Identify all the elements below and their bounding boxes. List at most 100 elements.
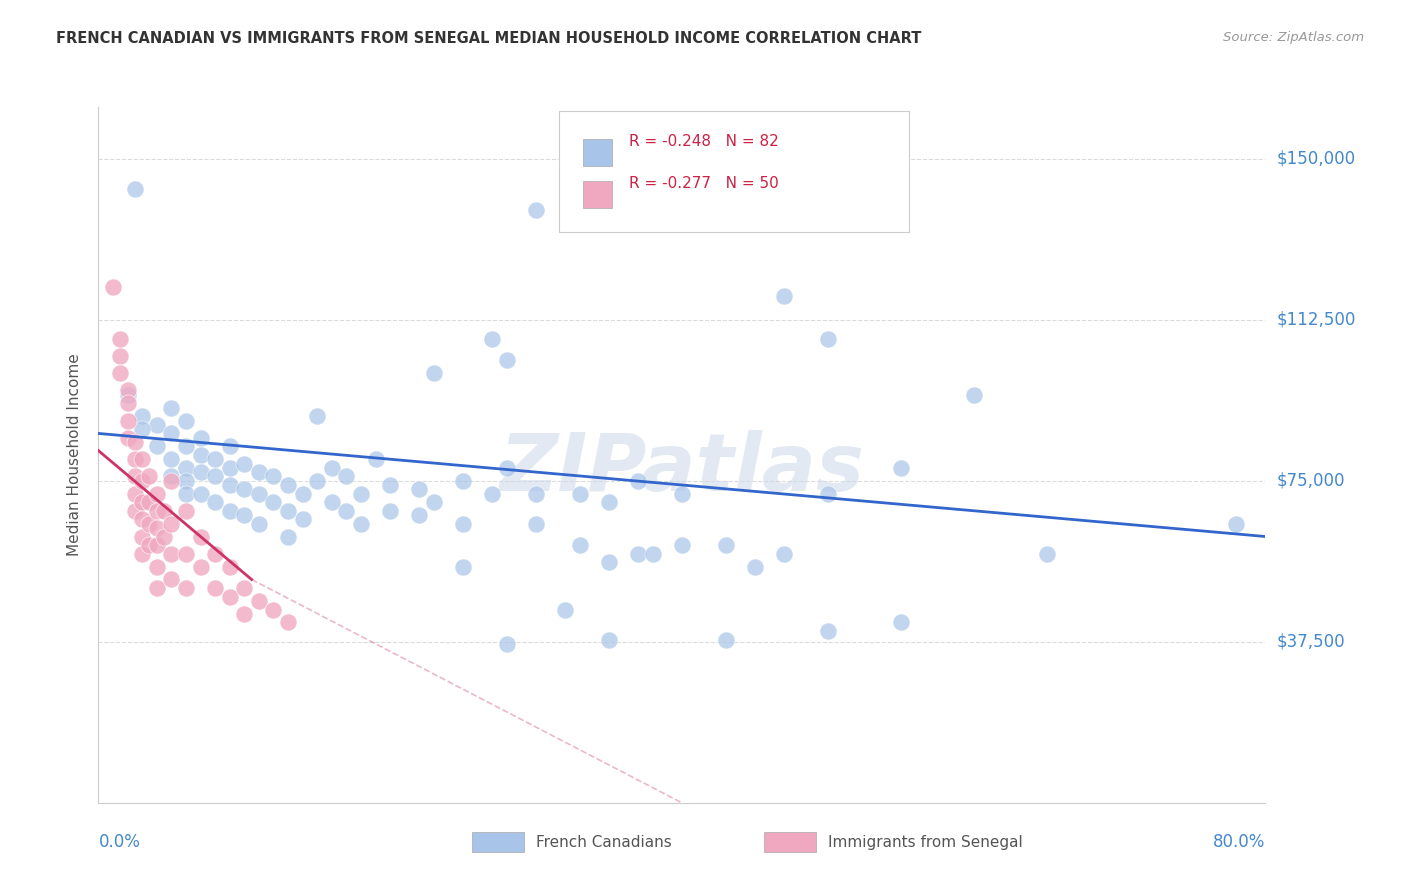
Point xyxy=(204,547,226,561)
Text: 80.0%: 80.0% xyxy=(1213,833,1265,851)
Point xyxy=(408,483,430,497)
Point xyxy=(110,332,132,346)
Point xyxy=(131,452,153,467)
Text: 0.0%: 0.0% xyxy=(98,833,141,851)
Point xyxy=(160,469,183,483)
Point xyxy=(218,590,240,604)
Point xyxy=(321,495,343,509)
Point xyxy=(124,486,146,500)
Point xyxy=(160,547,183,561)
Text: Source: ZipAtlas.com: Source: ZipAtlas.com xyxy=(1223,31,1364,45)
Point xyxy=(131,409,153,424)
Point xyxy=(350,516,373,531)
Point xyxy=(218,439,240,453)
Point xyxy=(568,486,591,500)
Point xyxy=(378,478,402,492)
Y-axis label: Median Household Income: Median Household Income xyxy=(67,353,83,557)
Point xyxy=(495,637,517,651)
Text: R = -0.248   N = 82: R = -0.248 N = 82 xyxy=(630,135,779,149)
Point xyxy=(146,504,169,518)
Point xyxy=(160,452,183,467)
Point xyxy=(174,486,197,500)
Point xyxy=(218,504,240,518)
Point xyxy=(451,474,474,488)
Point xyxy=(138,538,160,552)
Point xyxy=(524,516,547,531)
Text: R = -0.277   N = 50: R = -0.277 N = 50 xyxy=(630,176,779,191)
Point xyxy=(598,555,620,569)
Point xyxy=(262,602,284,616)
Point xyxy=(190,486,212,500)
Point xyxy=(890,615,912,630)
Point xyxy=(714,538,737,552)
Point xyxy=(627,474,650,488)
Point xyxy=(204,495,226,509)
Point xyxy=(131,529,153,543)
Point xyxy=(233,457,256,471)
Point xyxy=(627,547,650,561)
Point xyxy=(817,486,839,500)
Point xyxy=(174,474,197,488)
Point xyxy=(160,516,183,531)
Point xyxy=(110,367,132,381)
Point xyxy=(138,516,160,531)
Point xyxy=(138,469,160,483)
Point xyxy=(408,508,430,522)
Point xyxy=(890,460,912,475)
Point xyxy=(262,469,284,483)
Point xyxy=(174,460,197,475)
Point xyxy=(291,486,314,500)
Point xyxy=(218,460,240,475)
Point xyxy=(671,486,693,500)
Point xyxy=(817,624,839,638)
Bar xyxy=(582,139,612,166)
Point xyxy=(321,460,343,475)
Point xyxy=(131,474,153,488)
Point xyxy=(101,280,124,294)
Point xyxy=(131,422,153,436)
Point xyxy=(451,559,474,574)
Point xyxy=(218,559,240,574)
Point xyxy=(190,465,212,479)
Point xyxy=(495,353,517,368)
Point xyxy=(233,607,256,621)
Point xyxy=(598,495,620,509)
Point xyxy=(524,486,547,500)
Point xyxy=(598,632,620,647)
Text: $112,500: $112,500 xyxy=(1277,310,1355,328)
Text: Immigrants from Senegal: Immigrants from Senegal xyxy=(828,835,1022,849)
FancyBboxPatch shape xyxy=(560,111,910,232)
Point xyxy=(451,516,474,531)
Point xyxy=(1035,547,1057,561)
Point xyxy=(378,504,402,518)
Point xyxy=(160,573,183,587)
Point xyxy=(204,452,226,467)
Point xyxy=(307,409,329,424)
Point xyxy=(124,504,146,518)
Point xyxy=(423,495,446,509)
Point xyxy=(350,486,373,500)
Point xyxy=(174,439,197,453)
Point xyxy=(364,452,387,467)
Point xyxy=(335,504,357,518)
Point xyxy=(685,190,707,204)
Point xyxy=(146,486,169,500)
Point xyxy=(190,448,212,462)
Point xyxy=(124,435,146,450)
Point xyxy=(117,396,139,410)
Text: FRENCH CANADIAN VS IMMIGRANTS FROM SENEGAL MEDIAN HOUSEHOLD INCOME CORRELATION C: FRENCH CANADIAN VS IMMIGRANTS FROM SENEG… xyxy=(56,31,921,46)
Point xyxy=(174,504,197,518)
Point xyxy=(481,332,503,346)
Point xyxy=(481,486,503,500)
Point xyxy=(117,413,139,427)
Point xyxy=(204,469,226,483)
Point xyxy=(131,495,153,509)
Point xyxy=(146,559,169,574)
Text: $37,500: $37,500 xyxy=(1277,632,1346,651)
Point xyxy=(146,439,169,453)
Point xyxy=(160,426,183,441)
Point xyxy=(641,547,664,561)
Point xyxy=(744,559,766,574)
Point xyxy=(524,203,547,218)
Point xyxy=(174,581,197,595)
